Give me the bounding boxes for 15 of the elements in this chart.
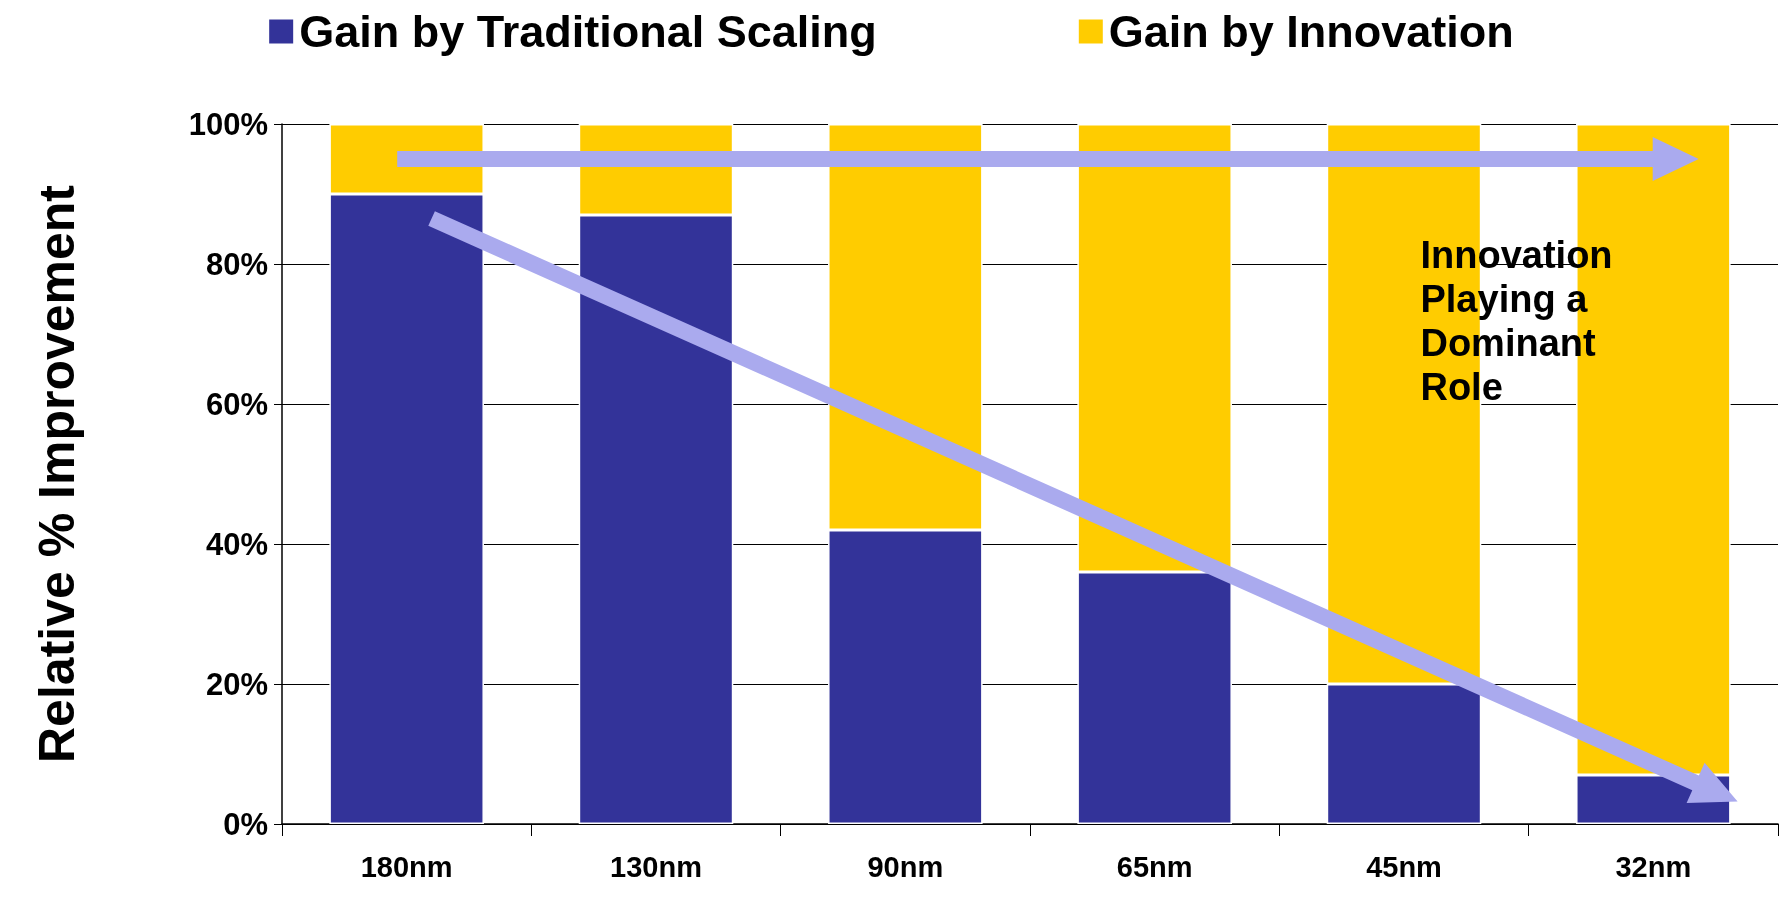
y-tick-label: 0% [223, 806, 268, 842]
x-tick-label: 45nm [1366, 850, 1442, 883]
y-tick-label: 80% [205, 246, 268, 282]
y-tick-label: 60% [205, 386, 268, 422]
x-tick-label: 180nm [360, 850, 453, 883]
x-tick-label: 130nm [610, 850, 702, 883]
y-tick-label: 20% [205, 666, 268, 702]
x-tick-label: 32nm [1615, 850, 1692, 883]
y-tick-label: 100% [188, 106, 268, 142]
legend-label: Gain by Traditional Scaling [299, 6, 877, 57]
y-axis-title: Relative % Improvement [29, 184, 85, 763]
legend-label: Gain by Innovation [1108, 6, 1514, 57]
x-tick-label: 90nm [867, 850, 944, 883]
x-tick-label: 65nm [1116, 850, 1193, 883]
y-tick-label: 40% [205, 526, 268, 562]
